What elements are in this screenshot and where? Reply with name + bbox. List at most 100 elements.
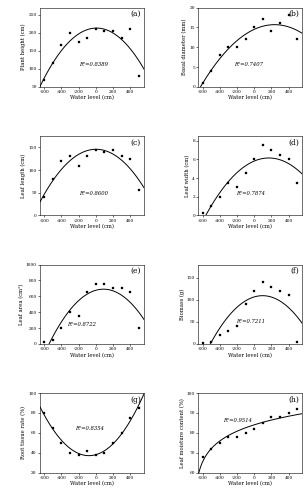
Point — [59, 324, 64, 332]
X-axis label: Water level (cm): Water level (cm) — [228, 96, 272, 100]
X-axis label: Water level (cm): Water level (cm) — [70, 481, 114, 486]
Point — [42, 76, 47, 84]
Point — [59, 42, 64, 50]
Point — [226, 433, 231, 441]
Point — [85, 288, 90, 296]
Y-axis label: Plant height (cm): Plant height (cm) — [21, 24, 26, 70]
Point — [235, 43, 239, 51]
Point — [68, 308, 72, 316]
Point — [252, 24, 257, 32]
Y-axis label: Leaf area (cm²): Leaf area (cm²) — [18, 284, 24, 325]
Point — [209, 202, 214, 210]
Point — [136, 186, 141, 194]
Point — [111, 438, 115, 446]
Point — [269, 146, 274, 154]
Point — [209, 338, 214, 345]
Point — [119, 284, 124, 292]
Point — [235, 184, 239, 192]
Point — [93, 25, 98, 33]
Point — [119, 34, 124, 42]
Point — [269, 28, 274, 36]
Point — [278, 413, 282, 421]
Point — [128, 288, 133, 296]
Text: R²=0.7874: R²=0.7874 — [236, 190, 265, 196]
X-axis label: Water level (cm): Water level (cm) — [228, 481, 272, 486]
Text: (a): (a) — [130, 10, 141, 18]
Point — [252, 287, 257, 295]
Point — [93, 146, 98, 154]
Point — [226, 326, 231, 334]
Point — [128, 154, 133, 162]
Point — [76, 38, 81, 46]
Point — [278, 20, 282, 28]
Point — [295, 338, 300, 345]
Text: (d): (d) — [288, 138, 299, 146]
Point — [50, 60, 55, 68]
Point — [59, 157, 64, 165]
Point — [269, 282, 274, 290]
Point — [68, 152, 72, 160]
Point — [226, 178, 231, 186]
Point — [59, 438, 64, 446]
Point — [136, 404, 141, 412]
Text: R²=0.8722: R²=0.8722 — [67, 322, 96, 326]
Point — [50, 424, 55, 432]
Point — [102, 27, 107, 35]
Y-axis label: Leaf length (cm): Leaf length (cm) — [21, 154, 26, 198]
Point — [68, 448, 72, 456]
Point — [85, 34, 90, 42]
Point — [200, 79, 205, 87]
Point — [295, 35, 300, 43]
Point — [217, 331, 222, 339]
Point — [243, 300, 248, 308]
Point — [93, 450, 98, 458]
Point — [102, 148, 107, 156]
Text: (e): (e) — [130, 267, 141, 275]
Text: (b): (b) — [288, 10, 299, 18]
X-axis label: Water level (cm): Water level (cm) — [70, 224, 114, 229]
Point — [286, 156, 291, 164]
Point — [269, 413, 274, 421]
Point — [243, 35, 248, 43]
Point — [209, 444, 214, 452]
Point — [119, 429, 124, 437]
Point — [85, 152, 90, 160]
Point — [111, 27, 115, 35]
Point — [217, 51, 222, 59]
Text: (c): (c) — [131, 138, 141, 146]
X-axis label: Water level (cm): Water level (cm) — [70, 96, 114, 100]
Text: (g): (g) — [130, 396, 141, 404]
Point — [128, 414, 133, 422]
X-axis label: Water level (cm): Water level (cm) — [70, 352, 114, 358]
Point — [50, 175, 55, 183]
Point — [217, 192, 222, 200]
Text: R²=0.8389: R²=0.8389 — [80, 62, 109, 67]
Point — [295, 178, 300, 186]
Point — [209, 67, 214, 75]
Text: R²=0.8600: R²=0.8600 — [80, 190, 109, 196]
Text: R²=0.7211: R²=0.7211 — [236, 319, 265, 324]
Y-axis label: Root tissue rate (%): Root tissue rate (%) — [21, 406, 26, 460]
Point — [42, 338, 47, 346]
Point — [76, 162, 81, 170]
Text: R²=0.9514: R²=0.9514 — [223, 418, 252, 424]
Point — [42, 194, 47, 202]
Point — [136, 72, 141, 80]
Point — [76, 312, 81, 320]
Text: (h): (h) — [288, 396, 299, 404]
Y-axis label: Leaf moisture content (%): Leaf moisture content (%) — [180, 398, 185, 468]
Point — [111, 284, 115, 292]
Point — [102, 280, 107, 288]
Point — [252, 156, 257, 164]
Point — [243, 170, 248, 177]
Point — [85, 446, 90, 454]
Point — [260, 142, 265, 150]
X-axis label: Water level (cm): Water level (cm) — [228, 224, 272, 229]
Point — [295, 405, 300, 413]
Point — [243, 429, 248, 437]
Point — [252, 425, 257, 433]
Point — [93, 280, 98, 288]
Point — [260, 278, 265, 286]
Point — [200, 339, 205, 347]
Point — [42, 409, 47, 417]
